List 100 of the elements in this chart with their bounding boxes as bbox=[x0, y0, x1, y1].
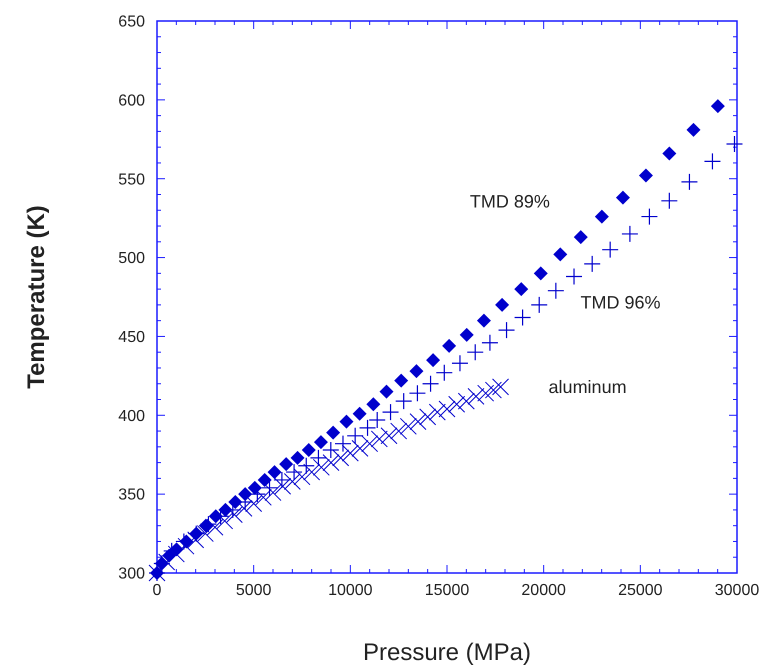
point bbox=[332, 449, 350, 466]
point bbox=[638, 168, 653, 183]
point bbox=[460, 328, 474, 342]
point bbox=[514, 308, 532, 326]
point bbox=[380, 427, 398, 444]
point bbox=[710, 99, 725, 114]
point bbox=[602, 241, 619, 258]
series-label: TMD 96% bbox=[580, 292, 660, 312]
point bbox=[594, 210, 609, 224]
point bbox=[426, 353, 440, 368]
x-axis-title: Pressure (MPa) bbox=[362, 639, 532, 666]
y-tick-label: 600 bbox=[118, 92, 146, 110]
point bbox=[358, 419, 376, 437]
point bbox=[334, 435, 352, 452]
point bbox=[621, 225, 638, 243]
point bbox=[498, 322, 516, 339]
point bbox=[339, 414, 354, 429]
point bbox=[395, 392, 412, 410]
x-tick-label: 20000 bbox=[521, 582, 566, 599]
point bbox=[428, 404, 446, 421]
point bbox=[352, 440, 368, 457]
point bbox=[451, 354, 469, 372]
point bbox=[279, 457, 294, 472]
point bbox=[352, 406, 367, 421]
x-tick-label: 5000 bbox=[236, 582, 272, 599]
point bbox=[534, 266, 548, 280]
x-tick-label: 0 bbox=[152, 582, 162, 599]
point bbox=[226, 506, 243, 524]
x-tick-label: 15000 bbox=[424, 582, 470, 599]
point bbox=[394, 374, 408, 388]
point bbox=[436, 364, 453, 382]
y-tick-label: 350 bbox=[118, 486, 146, 504]
point bbox=[342, 444, 359, 462]
point bbox=[168, 546, 185, 563]
point bbox=[514, 282, 528, 296]
point bbox=[458, 392, 475, 410]
point bbox=[206, 518, 224, 536]
point bbox=[216, 512, 234, 530]
point bbox=[438, 400, 456, 418]
point bbox=[245, 495, 262, 512]
point bbox=[254, 488, 272, 506]
point bbox=[660, 192, 678, 210]
x-tick-label: 30000 bbox=[714, 582, 760, 599]
y-tick-label: 450 bbox=[118, 329, 146, 346]
point bbox=[326, 426, 340, 440]
text: aluminum bbox=[548, 377, 627, 398]
point bbox=[158, 553, 176, 570]
point bbox=[662, 146, 676, 160]
point bbox=[553, 247, 568, 262]
point bbox=[258, 472, 272, 487]
point bbox=[409, 364, 424, 378]
point bbox=[322, 454, 340, 472]
point bbox=[268, 465, 282, 480]
point bbox=[361, 435, 378, 452]
point bbox=[294, 468, 310, 486]
point bbox=[574, 230, 588, 244]
point bbox=[346, 427, 364, 444]
point bbox=[466, 344, 484, 361]
point bbox=[704, 152, 722, 170]
point bbox=[530, 296, 548, 314]
point bbox=[448, 396, 466, 413]
point bbox=[422, 375, 440, 392]
point bbox=[200, 516, 218, 533]
x-tick-label: 10000 bbox=[328, 582, 373, 599]
point bbox=[314, 435, 328, 450]
point bbox=[476, 314, 491, 328]
y-tick-label: 550 bbox=[118, 171, 146, 188]
point bbox=[726, 135, 744, 153]
point bbox=[565, 268, 583, 286]
point bbox=[442, 338, 456, 353]
point bbox=[492, 378, 510, 396]
x-tick-label: 25000 bbox=[618, 582, 663, 599]
point bbox=[379, 384, 394, 399]
point bbox=[400, 418, 417, 435]
point bbox=[419, 408, 436, 426]
point bbox=[196, 525, 214, 542]
point bbox=[468, 388, 484, 405]
series-label: TMD 89% bbox=[470, 191, 550, 212]
point bbox=[410, 413, 426, 430]
point bbox=[302, 442, 316, 457]
point bbox=[298, 457, 315, 474]
point bbox=[260, 479, 278, 496]
y-tick-label: 400 bbox=[118, 408, 146, 425]
point bbox=[264, 484, 282, 502]
point bbox=[178, 538, 194, 555]
point bbox=[368, 411, 386, 429]
point bbox=[495, 298, 510, 312]
point bbox=[680, 173, 698, 190]
point bbox=[484, 382, 502, 399]
y-axis-title: Temperature (K) bbox=[23, 205, 50, 389]
point bbox=[584, 255, 601, 272]
point bbox=[290, 450, 305, 465]
point bbox=[408, 384, 426, 402]
point bbox=[366, 397, 380, 412]
point bbox=[477, 384, 494, 402]
point bbox=[686, 122, 700, 137]
point bbox=[481, 334, 499, 352]
y-tick-label: 500 bbox=[118, 250, 146, 268]
point bbox=[640, 208, 658, 226]
point bbox=[547, 282, 564, 300]
